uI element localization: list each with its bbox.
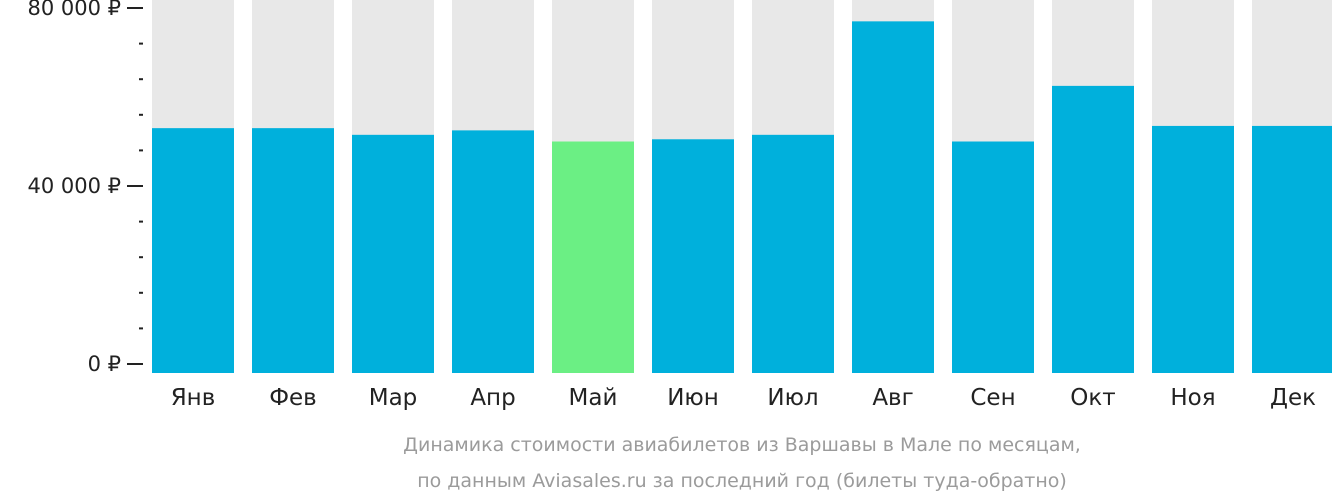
bar-2[interactable] — [252, 128, 334, 373]
chart-caption-line-2: по данным Aviasales.ru за последний год … — [417, 470, 1067, 492]
y-tick-label-2: 40 000 ₽ — [27, 174, 121, 198]
bar-10[interactable] — [1052, 85, 1134, 373]
bars — [152, 21, 1332, 373]
x-tick-label-11: Ноя — [1170, 385, 1215, 411]
y-tick-label-3: 80 000 ₽ — [27, 0, 121, 20]
x-tick-label-2: Фев — [269, 385, 317, 411]
x-tick-label-3: Мар — [369, 385, 418, 411]
x-tick-label-6: Июн — [667, 385, 719, 411]
x-tick-label-1: Янв — [171, 385, 216, 411]
bar-8[interactable] — [852, 21, 934, 373]
bar-12[interactable] — [1252, 125, 1332, 373]
bar-6[interactable] — [652, 139, 734, 373]
x-tick-label-9: Сен — [970, 385, 1015, 411]
x-tick-label-12: Дек — [1270, 385, 1316, 411]
bar-7[interactable] — [752, 134, 834, 373]
bar-5[interactable] — [552, 141, 634, 374]
x-axis-labels: Янв Фев Мар Апр Май Июн Июл Авг Сен Окт Ноя Дек — [171, 385, 1316, 411]
x-tick-label-10: Окт — [1070, 385, 1115, 411]
bar-1[interactable] — [152, 128, 234, 373]
x-tick-label-4: Апр — [470, 385, 515, 411]
bar-11[interactable] — [1152, 125, 1234, 373]
x-tick-label-7: Июл — [767, 385, 818, 411]
y-axis: 0 ₽ 40 000 ₽ 80 000 ₽ — [27, 0, 143, 376]
bar-9[interactable] — [952, 141, 1034, 374]
x-tick-label-5: Май — [569, 385, 618, 411]
y-tick-label-1: 0 ₽ — [88, 352, 121, 376]
chart-caption-line-1: Динамика стоимости авиабилетов из Варшав… — [403, 434, 1081, 456]
bar-3[interactable] — [352, 134, 434, 373]
x-tick-label-8: Авг — [872, 385, 913, 411]
bar-4[interactable] — [452, 130, 534, 373]
